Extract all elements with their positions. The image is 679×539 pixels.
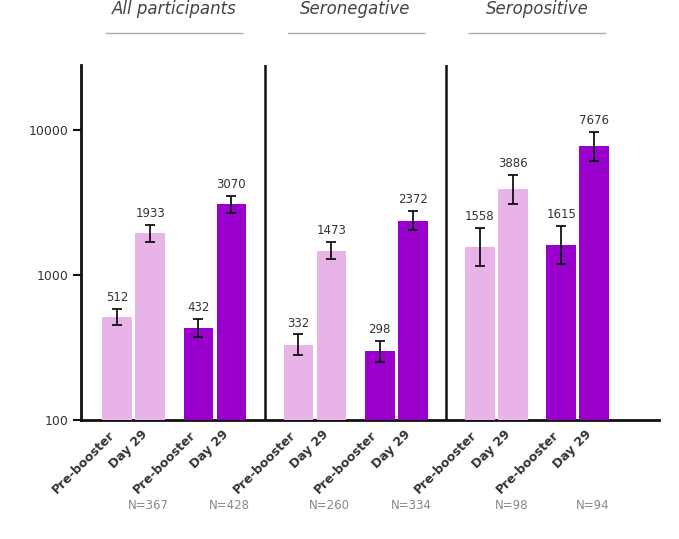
Text: 2372: 2372 [398, 193, 428, 206]
Text: 7676: 7676 [579, 114, 609, 127]
Text: All participants: All participants [112, 1, 236, 18]
Text: 512: 512 [106, 291, 128, 304]
Bar [465, 247, 494, 539]
Text: 1933: 1933 [135, 207, 165, 220]
Text: Seropositive: Seropositive [485, 1, 589, 18]
Bar [135, 233, 165, 539]
Text: 1558: 1558 [465, 210, 494, 223]
Bar [498, 189, 528, 539]
Bar [579, 147, 609, 539]
Bar [284, 344, 313, 539]
Text: 432: 432 [187, 301, 210, 314]
Text: 3070: 3070 [217, 178, 246, 191]
Bar [217, 204, 246, 539]
Bar [183, 328, 213, 539]
Bar [102, 317, 132, 539]
Text: N=334: N=334 [390, 499, 432, 512]
Text: N=260: N=260 [309, 499, 350, 512]
Text: 1615: 1615 [546, 208, 576, 222]
Text: 1473: 1473 [316, 224, 346, 237]
Text: 298: 298 [369, 323, 391, 336]
Text: N=98: N=98 [494, 499, 528, 512]
Text: Seronegative: Seronegative [300, 1, 411, 18]
Text: 332: 332 [287, 316, 310, 330]
Bar [547, 245, 576, 539]
Text: 3886: 3886 [498, 157, 528, 170]
Text: N=428: N=428 [209, 499, 251, 512]
Text: N=94: N=94 [576, 499, 609, 512]
Text: N=367: N=367 [128, 499, 169, 512]
Bar [398, 220, 428, 539]
Bar [365, 351, 394, 539]
Bar [316, 251, 346, 539]
